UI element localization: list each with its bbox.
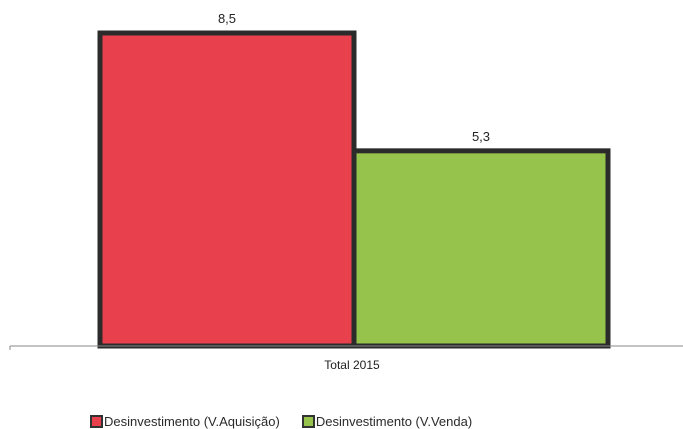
bar-acquisition: [97, 30, 357, 349]
legend-label-acquisition: Desinvestimento (V.Aquisição): [104, 413, 280, 429]
legend-swatch-sale: [301, 414, 315, 428]
data-label-sale: 5,3: [472, 129, 490, 144]
legend-swatch-acquisition: [90, 414, 103, 428]
bars-layer: [97, 30, 611, 349]
category-label: Total 2015: [324, 358, 380, 372]
legend-item-acquisition: Desinvestimento (V.Aquisição): [90, 414, 280, 429]
legend: Desinvestimento (V.Aquisição) Desinvesti…: [90, 413, 472, 429]
legend-label-sale: Desinvestimento (V.Venda): [315, 413, 473, 429]
labels-layer: 8,5 5,3: [218, 11, 490, 144]
data-label-acquisition: 8,5: [218, 11, 236, 26]
legend-item-sale: Desinvestimento (V.Venda): [301, 413, 473, 429]
bar-sale: [351, 148, 611, 349]
